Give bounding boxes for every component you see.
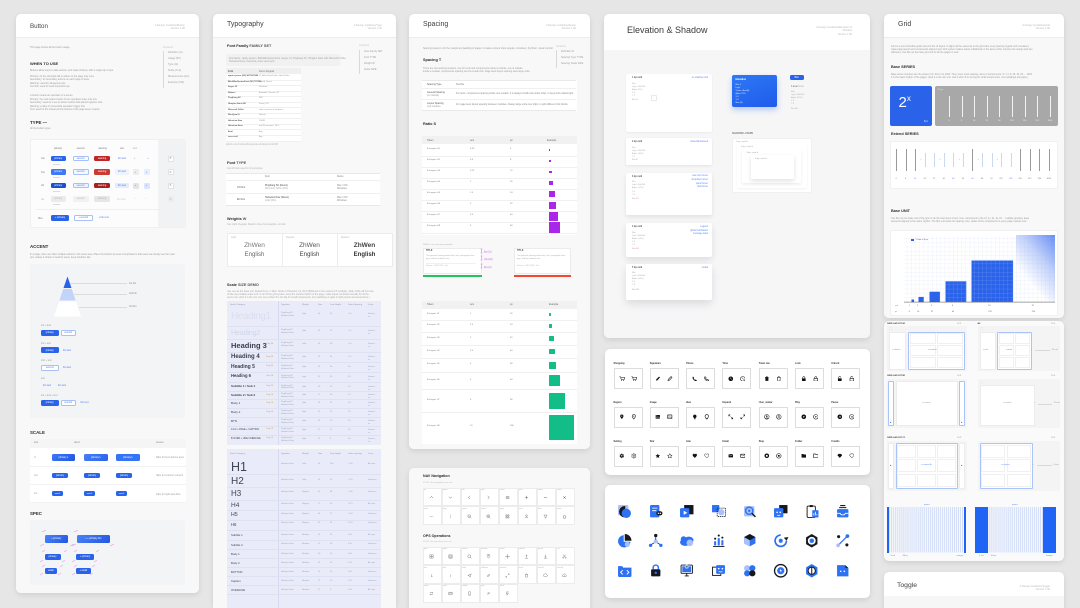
svg-text:16px(2x): 16px(2x): [484, 259, 493, 261]
svg-text:8px(1x): 8px(1x): [484, 252, 492, 254]
svg-text:i: i: [450, 573, 451, 577]
svg-text:1: 1: [431, 573, 433, 577]
svg-text:8px(1x): 8px(1x): [484, 267, 492, 269]
svg-text:P: P: [488, 592, 491, 596]
